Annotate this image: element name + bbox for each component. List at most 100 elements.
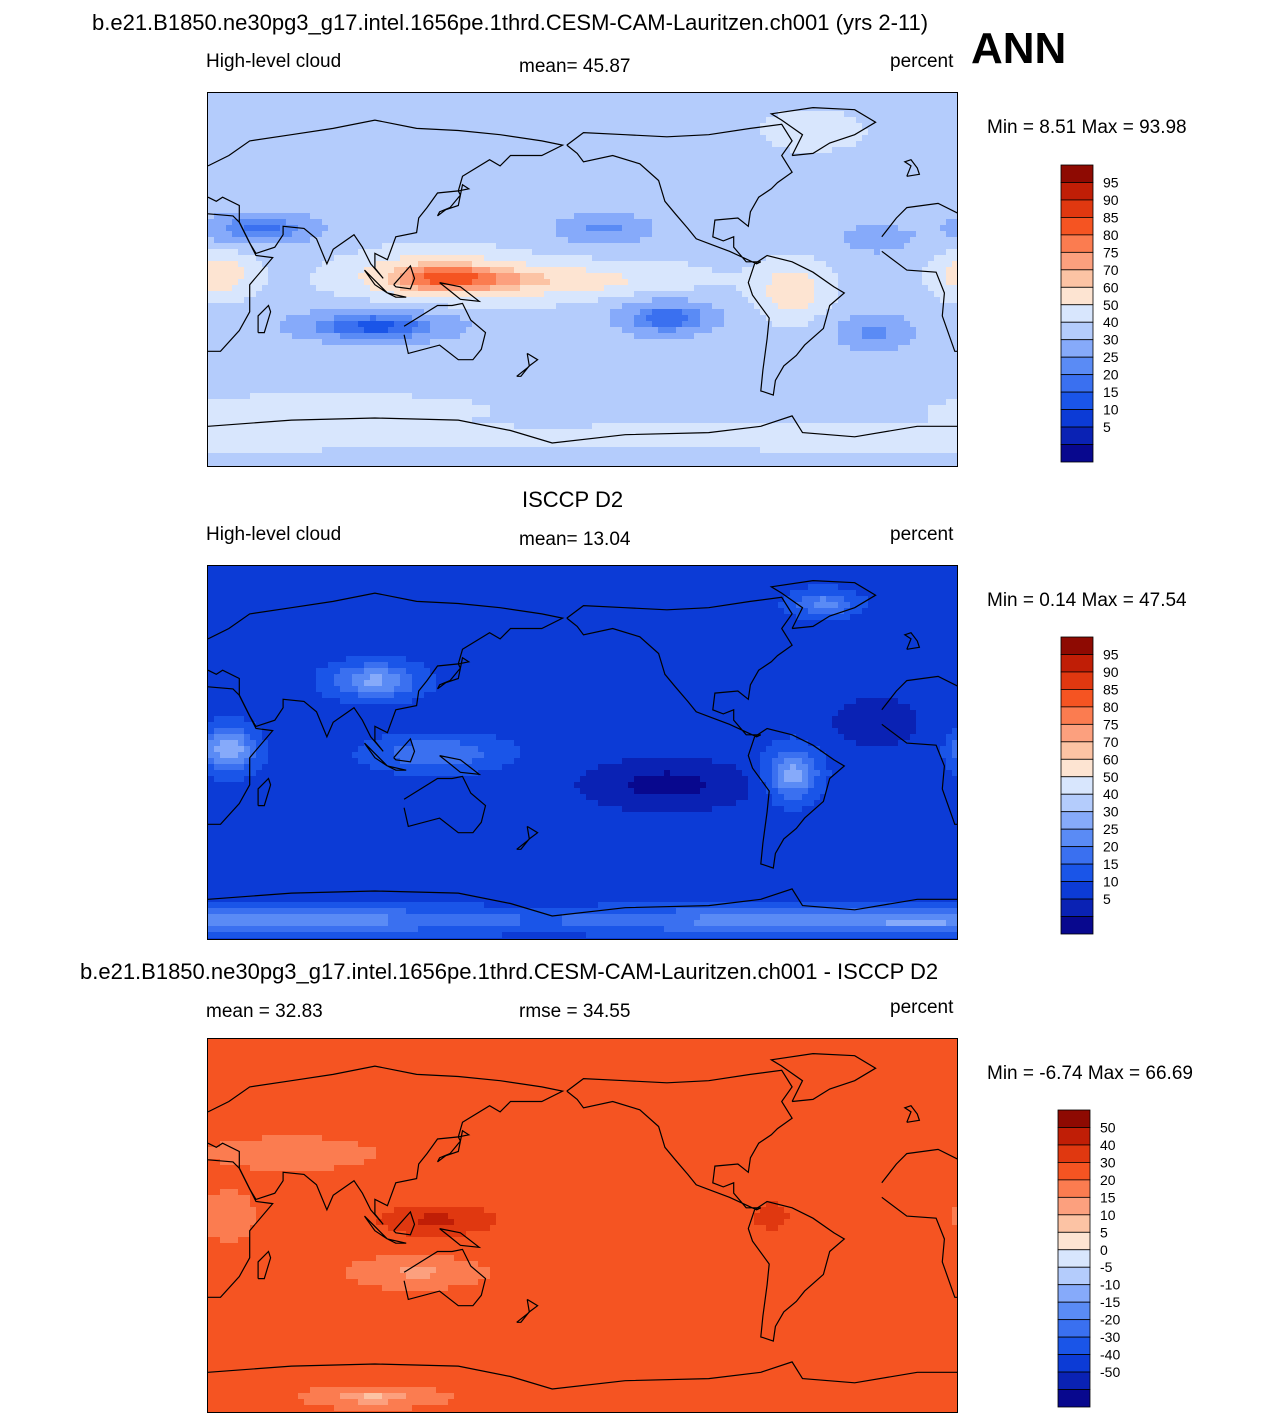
panel3-colorbar-tick-label: 30	[1100, 1154, 1116, 1170]
panel1-variable-label: High-level cloud	[206, 51, 341, 73]
panel3-colorbar-swatch	[1057, 1162, 1091, 1181]
panel2-colorbar-swatch	[1060, 671, 1094, 690]
panel1-units-label: percent	[890, 51, 953, 73]
panel3-colorbar-tick-label: 20	[1100, 1172, 1116, 1188]
panel3-map	[207, 1038, 958, 1413]
panel2-coastline	[769, 579, 877, 630]
panel3-coastline	[208, 1159, 274, 1298]
panel1-colorbar: 95 90 85 80 75 70 60 50 40 30 25 20 15 10 5	[1060, 164, 1161, 467]
panel1-colorbar-swatch	[1060, 321, 1094, 341]
panel2-minmax: Min = 0.14 Max = 47.54	[987, 590, 1187, 612]
panel3-coastline	[881, 1148, 957, 1298]
panel2-colorbar-tick-label: 15	[1103, 856, 1119, 872]
panel1-colorbar-tick-label: 85	[1103, 209, 1119, 225]
panel3-colorbar-swatch	[1057, 1301, 1091, 1321]
panel3-colorbar-swatch	[1057, 1371, 1091, 1390]
panel2-map	[207, 565, 958, 940]
panel2-variable-label: High-level cloud	[206, 524, 341, 546]
panel3-colorbar-tick-label: 5	[1100, 1224, 1108, 1240]
panel2-coastline	[208, 592, 565, 752]
panel1-colorbar-tick-label: 90	[1103, 192, 1119, 208]
panel1-coastline	[566, 123, 793, 265]
panel3-coastline	[436, 1129, 471, 1163]
panel3-coastline	[208, 1361, 957, 1390]
panel1-colorbar-swatch	[1060, 269, 1094, 288]
panel2-colorbar-swatch	[1060, 636, 1094, 655]
panel3-colorbar-swatch	[1057, 1196, 1091, 1216]
panel2-colorbar-tick-label: 75	[1103, 716, 1119, 732]
panel2-colorbar-tick-label: 30	[1103, 804, 1119, 820]
panel1-mean-label: mean= 45.87	[519, 56, 630, 78]
panel2-colorbar-tick-label: 5	[1103, 891, 1111, 907]
panel2-units-label: percent	[890, 524, 953, 546]
panel3-coastline	[747, 1200, 846, 1342]
panel3-colorbar-swatch	[1057, 1389, 1091, 1408]
panel2-colorbar-swatch	[1060, 741, 1094, 760]
panel2-coastline	[436, 656, 471, 690]
main-title: b.e21.B1850.ne30pg3_g17.intel.1656pe.1th…	[92, 10, 928, 36]
panel1-colorbar-tick-label: 10	[1103, 402, 1119, 418]
panel2-colorbar-swatch	[1060, 776, 1094, 795]
panel3-colorbar-tick-label: -20	[1100, 1312, 1120, 1328]
panel2-colorbar-tick-label: 60	[1103, 751, 1119, 767]
panel1-colorbar-tick-label: 95	[1103, 174, 1119, 190]
panel3-rmse-label: rmse = 34.55	[519, 1001, 630, 1023]
panel3-colorbar-swatch	[1057, 1249, 1091, 1268]
panel3-colorbar-tick-label: 0	[1100, 1242, 1108, 1258]
panel1-map	[207, 92, 958, 467]
panel3-colorbar-swatch	[1057, 1354, 1091, 1373]
panel1-colorbar-tick-label: 75	[1103, 244, 1119, 260]
panel3-field	[208, 1039, 957, 1412]
panel2-mean-label: mean= 13.04	[519, 529, 630, 551]
panel1-colorbar-swatch	[1060, 356, 1094, 376]
panel1-coastline	[769, 106, 877, 157]
panel1-coastline	[516, 365, 530, 377]
panel3-coastline	[208, 1065, 565, 1225]
panel2-colorbar-swatch	[1060, 689, 1094, 708]
panel3-colorbar-tick-label: -30	[1100, 1329, 1120, 1345]
panel1-colorbar-swatch	[1060, 234, 1094, 253]
panel2-colorbar-tick-label: 20	[1103, 839, 1119, 855]
panel2-colorbar-tick-label: 25	[1103, 821, 1119, 837]
panel1-coastline	[364, 269, 388, 294]
panel2-colorbar-swatch	[1060, 828, 1094, 848]
panel1-colorbar-tick-label: 25	[1103, 349, 1119, 365]
panel2-coastline	[364, 742, 388, 767]
panel3-colorbar-swatch	[1057, 1336, 1091, 1355]
panel1-coastline	[387, 292, 407, 298]
panel1-colorbar-swatch	[1060, 251, 1094, 271]
panel3-colorbar-tick-label: -50	[1100, 1364, 1120, 1380]
panel1-colorbar-tick-label: 5	[1103, 419, 1111, 435]
panel1-coastline	[439, 282, 482, 303]
panel1-coastline	[208, 213, 274, 352]
panel2-field	[208, 566, 957, 939]
panel2-colorbar-swatch	[1060, 758, 1094, 778]
panel1-colorbar-swatch	[1060, 304, 1094, 323]
panel1-colorbar-tick-label: 15	[1103, 384, 1119, 400]
panel1-colorbar-tick-label: 30	[1103, 332, 1119, 348]
panel2-colorbar-tick-label: 50	[1103, 769, 1119, 785]
panel1-colorbar-swatch	[1060, 217, 1094, 236]
panel2-colorbar-swatch	[1060, 706, 1094, 725]
panel1-colorbar-tick-label: 20	[1103, 367, 1119, 383]
panel1-colorbar-tick-label: 60	[1103, 279, 1119, 295]
panel3-coastline	[403, 1248, 487, 1307]
panel2-colorbar-swatch	[1060, 654, 1094, 673]
panel3-coastline	[903, 1104, 921, 1123]
panel1-coastline	[747, 254, 846, 396]
panel2-colorbar-tick-label: 85	[1103, 681, 1119, 697]
panel3-title: b.e21.B1850.ne30pg3_g17.intel.1656pe.1th…	[80, 959, 938, 985]
panel3-colorbar-tick-label: 15	[1100, 1189, 1116, 1205]
panel3-colorbar-swatch	[1057, 1127, 1091, 1146]
panel3-coastline	[439, 1228, 482, 1249]
panel1-colorbar-tick-label: 50	[1103, 297, 1119, 313]
panel1-colorbar-swatch	[1060, 444, 1094, 463]
panel3-colorbar-tick-label: -15	[1100, 1294, 1120, 1310]
panel2-coastline	[516, 838, 530, 850]
panel3-colorbar-tick-label: 50	[1100, 1119, 1116, 1135]
panel2-coastline	[208, 686, 274, 825]
panel1-colorbar-swatch	[1060, 391, 1094, 410]
panel1-colorbar-swatch	[1060, 199, 1094, 218]
panel3-colorbar-swatch	[1057, 1231, 1091, 1251]
panel2-colorbar-tick-label: 10	[1103, 874, 1119, 890]
